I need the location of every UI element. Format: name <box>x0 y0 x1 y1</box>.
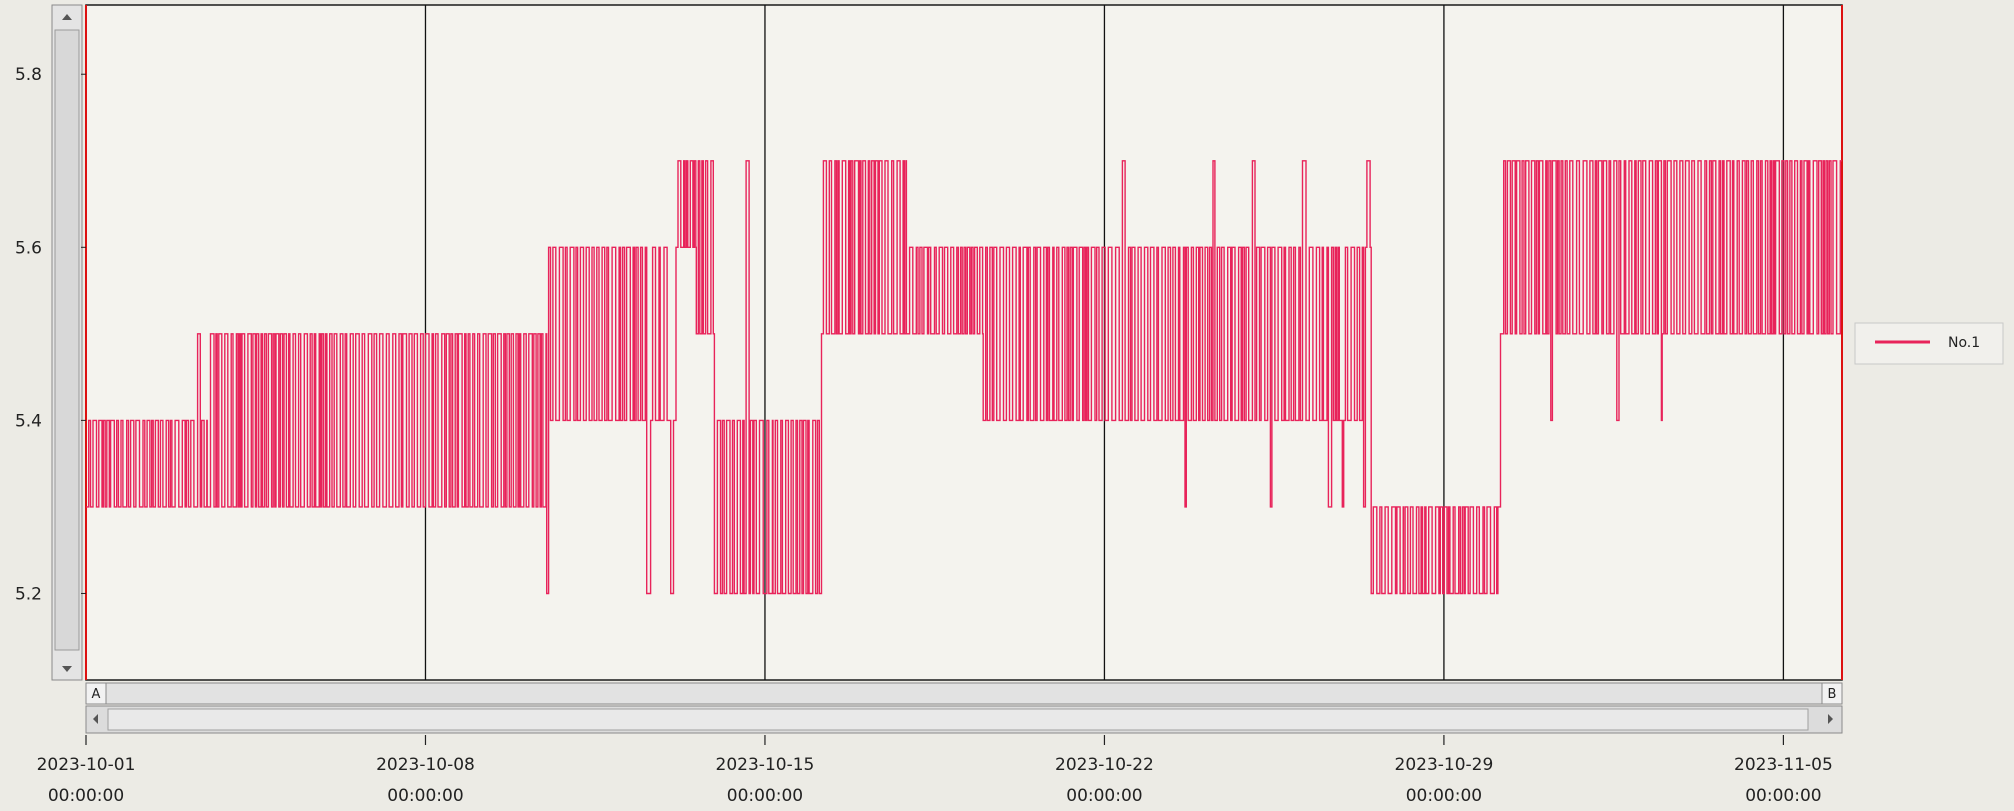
horizontal-scroll-thumb[interactable] <box>107 708 1809 731</box>
x-tick-time-label: 00:00:00 <box>1406 786 1482 806</box>
range-start-marker[interactable] <box>85 682 107 705</box>
scroll-right-icon[interactable] <box>1828 714 1833 724</box>
y-axis-ticks: 5.2 5.4 5.6 5.8 <box>15 65 86 604</box>
x-tick-date-label: 2023-10-29 <box>1395 755 1494 775</box>
x-tick-time-label: 00:00:00 <box>1745 786 1821 806</box>
y-tick-label: 5.2 <box>15 584 42 604</box>
x-tick-date-label: 2023-10-15 <box>716 755 815 775</box>
scroll-left-icon[interactable] <box>93 714 98 724</box>
range-end-marker[interactable] <box>1821 682 1843 705</box>
y-tick-label: 5.6 <box>15 238 42 258</box>
y-tick-label: 5.4 <box>15 411 42 431</box>
scroll-up-icon[interactable] <box>62 14 72 20</box>
series-no-1 <box>86 160 1842 595</box>
x-axis-ticks: 2023-10-01 00:00:00 2023-10-08 00:00:00 2023… <box>37 735 1833 806</box>
series-line-no-1 <box>86 160 1842 595</box>
range-start-label: A <box>92 687 101 702</box>
x-tick-date-label: 2023-10-22 <box>1055 755 1154 775</box>
legend: No.1 <box>1854 322 2004 365</box>
scroll-down-icon[interactable] <box>62 666 72 672</box>
x-tick-time-label: 00:00:00 <box>387 786 463 806</box>
y-tick-label: 5.8 <box>15 65 42 85</box>
legend-label-no-1: No.1 <box>1948 335 1980 351</box>
x-tick-time-label: 00:00:00 <box>48 786 124 806</box>
x-tick-date-label: 2023-10-08 <box>376 755 475 775</box>
vertical-scrollbar[interactable] <box>51 4 83 681</box>
plot-area <box>85 4 1843 681</box>
x-tick-time-label: 00:00:00 <box>727 786 803 806</box>
vertical-scroll-thumb[interactable] <box>54 29 80 651</box>
x-tick-date-label: 2023-10-01 <box>37 755 136 775</box>
x-tick-date-label: 2023-11-05 <box>1734 755 1833 775</box>
x-tick-time-label: 00:00:00 <box>1066 786 1142 806</box>
horizontal-scrollbar[interactable]: A B <box>85 682 1843 734</box>
range-end-label: B <box>1828 687 1837 702</box>
